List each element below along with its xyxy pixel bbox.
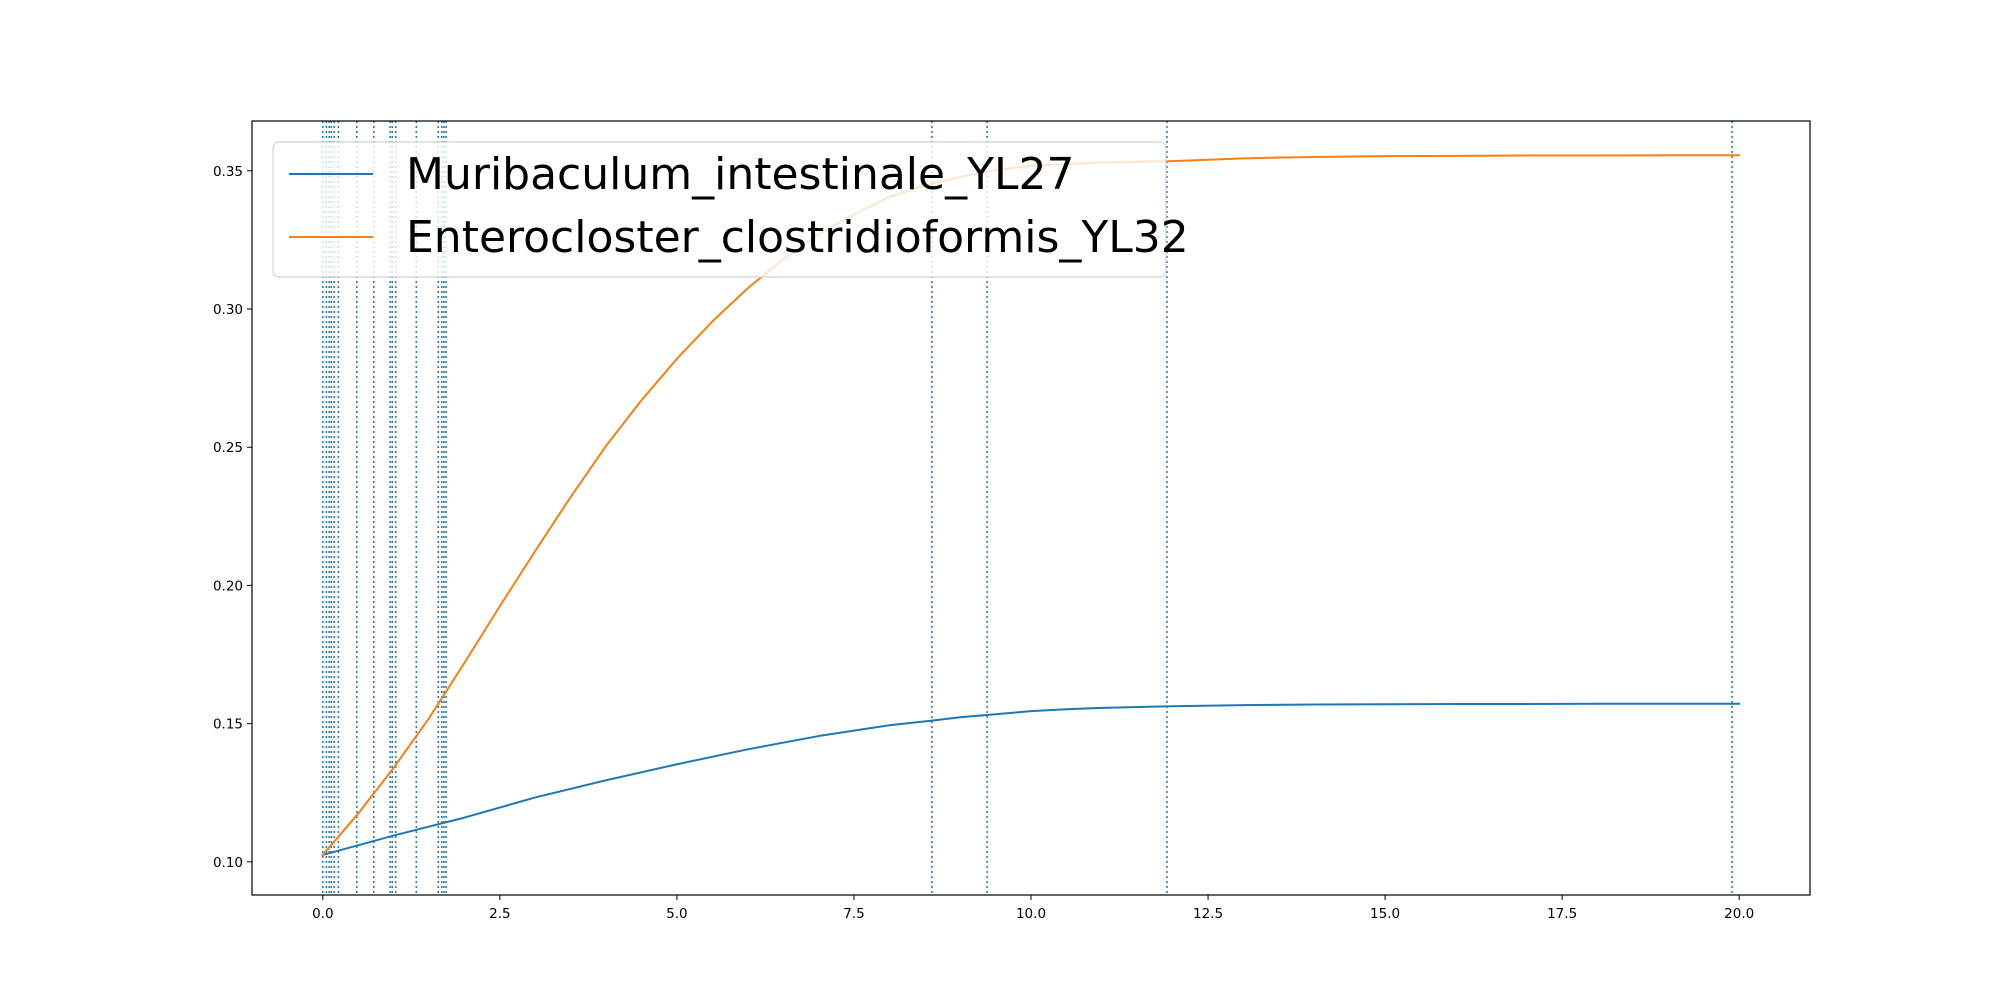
legend-box <box>272 141 1167 278</box>
legend-label-enterocloster: Enterocloster_clostridioformis_YL32 <box>406 212 1189 263</box>
y-tick-label-0: 0.10 <box>213 855 243 871</box>
y-axis: 0.10 0.15 0.20 0.25 0.30 0.35 <box>213 164 252 871</box>
y-tick-label-3: 0.25 <box>213 440 243 456</box>
y-tick-label-4: 0.30 <box>213 302 243 318</box>
x-tick-label-7: 17.5 <box>1547 906 1577 922</box>
x-tick-label-3: 7.5 <box>843 906 864 922</box>
legend-label-muribaculum: Muribaculum_intestinale_YL27 <box>406 149 1074 200</box>
x-tick-label-8: 20.0 <box>1724 906 1754 922</box>
y-tick-label-1: 0.15 <box>213 717 243 733</box>
x-axis: 0.0 2.5 5.0 7.5 10.0 12.5 15.0 17.5 20.0 <box>312 895 1754 922</box>
x-tick-label-4: 10.0 <box>1016 906 1046 922</box>
x-tick-label-2: 5.0 <box>666 906 687 922</box>
x-tick-label-0: 0.0 <box>312 906 333 922</box>
x-tick-label-5: 12.5 <box>1193 906 1223 922</box>
x-tick-label-1: 2.5 <box>489 906 510 922</box>
series-line-0 <box>321 702 1741 857</box>
y-tick-label-5: 0.35 <box>213 164 243 180</box>
legend: Muribaculum_intestinale_YL27 Enteroclost… <box>272 141 1189 278</box>
y-tick-label-2: 0.20 <box>213 578 243 594</box>
x-tick-label-6: 15.0 <box>1370 906 1400 922</box>
